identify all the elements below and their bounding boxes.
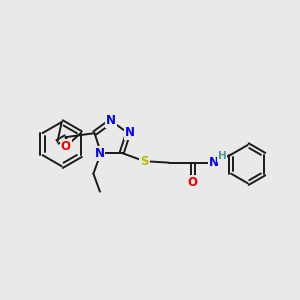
Text: O: O bbox=[188, 176, 198, 189]
Text: N: N bbox=[209, 156, 219, 169]
Text: N: N bbox=[94, 147, 104, 160]
Text: N: N bbox=[124, 126, 135, 139]
Text: H: H bbox=[218, 151, 226, 161]
Text: O: O bbox=[61, 140, 71, 153]
Text: N: N bbox=[106, 114, 116, 127]
Text: S: S bbox=[140, 155, 149, 168]
